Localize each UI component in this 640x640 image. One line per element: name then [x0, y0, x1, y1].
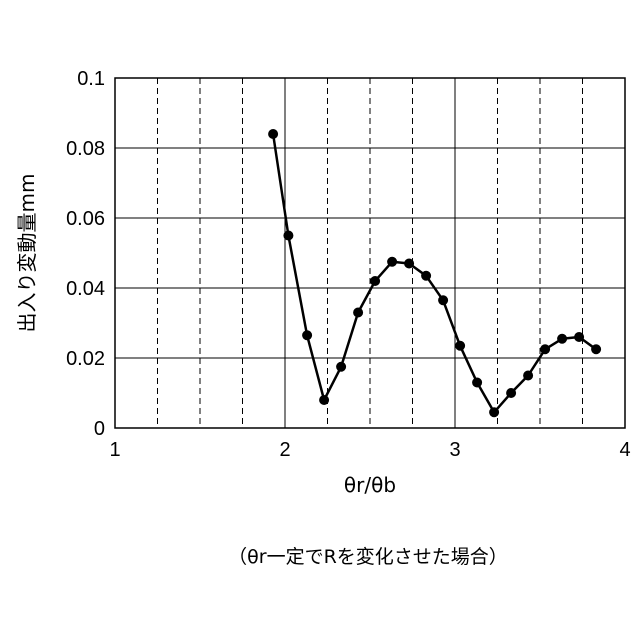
data-point: [268, 129, 278, 139]
figure-caption: （θr一定でRを変化させた場合）: [228, 546, 508, 568]
grid: [115, 78, 625, 428]
y-axis-label: 出入り変動量mm: [15, 174, 39, 333]
y-tick-label: 0.08: [66, 138, 105, 160]
data-point: [319, 395, 329, 405]
data-point: [506, 388, 516, 398]
data-point: [353, 308, 363, 318]
y-tick-label: 0: [94, 418, 105, 440]
y-tick-label: 0.06: [66, 208, 105, 230]
series-line: [273, 134, 596, 412]
x-axis-label: θr/θb: [344, 473, 396, 497]
data-point: [404, 259, 414, 269]
y-tick-label: 0.02: [66, 348, 105, 370]
data-point: [336, 362, 346, 372]
data-point: [540, 344, 550, 354]
data-point: [283, 231, 293, 241]
data-point: [387, 257, 397, 267]
data-point: [574, 332, 584, 342]
y-tick-label: 0.04: [66, 278, 105, 300]
data-point: [472, 378, 482, 388]
data-point: [557, 334, 567, 344]
data-point: [438, 295, 448, 305]
tick-labels: 1 2 3 4 0 0.02 0.04 0.06 0.08 0.1: [66, 68, 631, 461]
x-tick-label: 3: [449, 439, 460, 461]
x-tick-label: 2: [279, 439, 290, 461]
data-point: [523, 371, 533, 381]
data-point: [489, 407, 499, 417]
data-point: [591, 344, 601, 354]
data-point: [421, 271, 431, 281]
x-tick-label: 1: [109, 439, 120, 461]
data-point: [370, 276, 380, 286]
series-layer: [268, 129, 601, 417]
data-point: [455, 341, 465, 351]
data-point: [302, 330, 312, 340]
x-tick-label: 4: [619, 439, 630, 461]
y-tick-label: 0.1: [77, 68, 105, 90]
